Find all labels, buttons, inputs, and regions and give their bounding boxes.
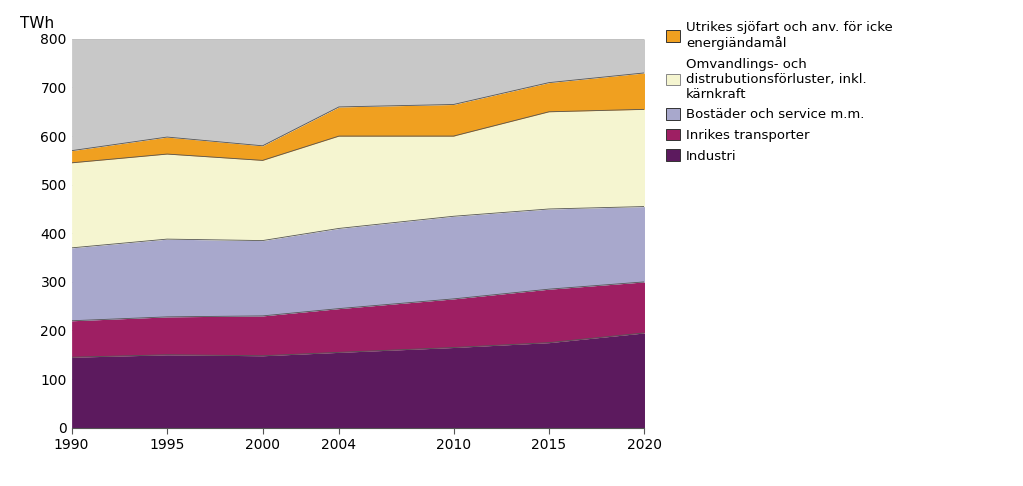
Text: TWh: TWh [20, 16, 54, 31]
Legend: Utrikes sjöfart och anv. för icke
energiändamål, Omvandlings- och
distrubutionsf: Utrikes sjöfart och anv. för icke energi… [666, 21, 893, 163]
